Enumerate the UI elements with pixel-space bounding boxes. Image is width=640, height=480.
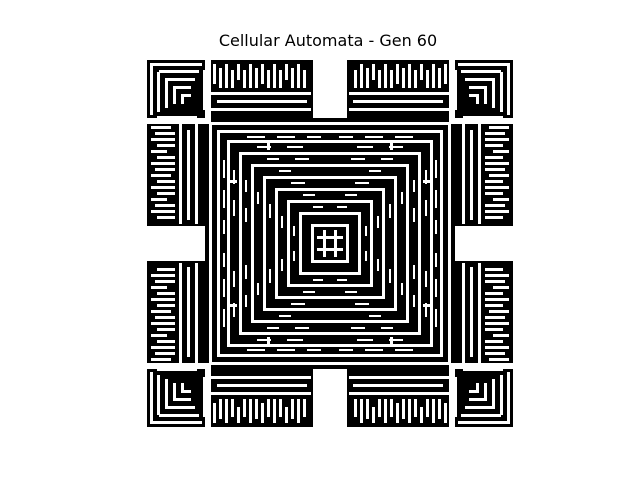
ca-quadrant-top-left (147, 60, 330, 244)
ca-grid-image (147, 60, 513, 427)
ca-quadrant-bottom-left (147, 243, 330, 427)
ca-quadrant-top-right (330, 60, 513, 244)
cellular-automata-grid (147, 60, 513, 427)
figure-title: Cellular Automata - Gen 60 (218, 31, 438, 50)
ca-quadrant-bottom-right (330, 243, 513, 427)
